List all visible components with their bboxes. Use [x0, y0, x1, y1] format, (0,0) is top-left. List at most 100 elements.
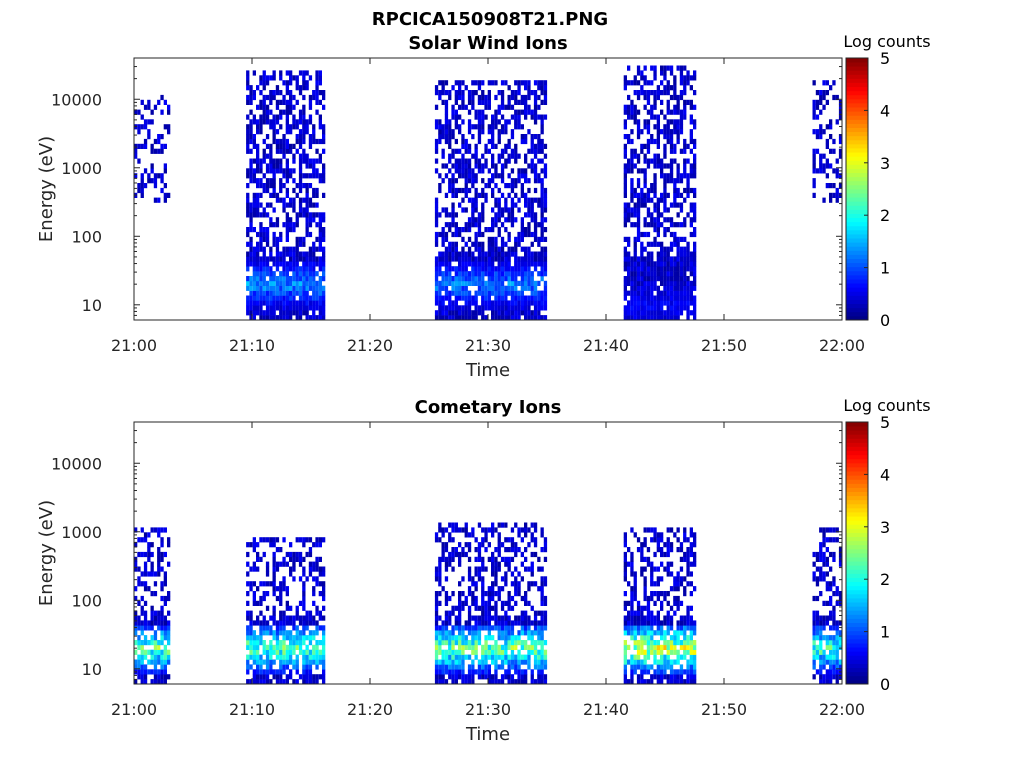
heatmap-cell	[822, 532, 826, 538]
heatmap-cell	[633, 586, 637, 592]
heatmap-cell	[679, 576, 684, 582]
heatmap-cell	[640, 75, 644, 81]
heatmap-cell	[451, 153, 455, 159]
heatmap-cell	[302, 158, 306, 164]
heatmap-cell	[643, 90, 647, 96]
heatmap-cell	[510, 310, 515, 316]
heatmap-cell	[497, 285, 501, 291]
heatmap-cell	[533, 90, 538, 96]
heatmap-cell	[500, 168, 505, 174]
colorbar-segment	[846, 238, 868, 243]
heatmap-cell	[507, 290, 511, 296]
heatmap-cell	[295, 310, 299, 316]
heatmap-cell	[487, 178, 491, 184]
heatmap-cell	[163, 664, 167, 670]
heatmap-cell	[640, 664, 644, 670]
heatmap-cell	[543, 173, 548, 179]
heatmap-cell	[686, 192, 690, 198]
heatmap-cell	[471, 222, 475, 228]
heatmap-cell	[627, 202, 631, 208]
heatmap-cell	[491, 163, 495, 169]
heatmap-cell	[679, 669, 684, 675]
heatmap-cell	[524, 276, 528, 282]
heatmap-cell	[673, 276, 677, 282]
heatmap-cell	[298, 266, 303, 272]
heatmap-cell	[474, 640, 478, 646]
heatmap-cell	[481, 119, 485, 125]
heatmap-cell	[633, 80, 637, 86]
heatmap-cell	[537, 300, 541, 306]
heatmap-cell	[454, 674, 458, 680]
heatmap-cell	[663, 217, 667, 223]
heatmap-cell	[623, 649, 627, 655]
heatmap-cell	[686, 158, 690, 164]
heatmap-cell	[163, 183, 167, 189]
heatmap-cell	[491, 187, 495, 194]
heatmap-cell	[683, 148, 687, 154]
heatmap-cell	[438, 295, 442, 301]
heatmap-cell	[504, 537, 508, 543]
heatmap-cell	[147, 586, 151, 592]
heatmap-cell	[474, 124, 478, 130]
heatmap-cell	[279, 586, 283, 592]
heatmap-cell	[825, 586, 829, 592]
heatmap-cell	[302, 271, 306, 277]
heatmap-cell	[246, 256, 250, 262]
heatmap-cell	[461, 266, 465, 272]
heatmap-cell	[246, 664, 250, 670]
heatmap-cell	[510, 94, 515, 101]
heatmap-cell	[627, 600, 631, 606]
heatmap-cell	[160, 664, 164, 670]
heatmap-cell	[285, 114, 289, 120]
heatmap-cell	[285, 654, 289, 660]
heatmap-cell	[527, 581, 531, 587]
heatmap-cell	[491, 551, 495, 558]
heatmap-cell	[510, 285, 515, 291]
heatmap-cell	[147, 551, 151, 558]
heatmap-cell	[448, 168, 452, 174]
heatmap-cell	[477, 217, 482, 223]
heatmap-cell	[693, 295, 697, 301]
heatmap-cell	[285, 109, 289, 115]
heatmap-cell	[643, 635, 647, 641]
heatmap-cell	[438, 527, 442, 533]
heatmap-cell	[157, 551, 161, 558]
heatmap-cell	[530, 522, 534, 528]
heatmap-cell	[262, 114, 266, 120]
heatmap-cell	[500, 542, 505, 548]
heatmap-cell	[252, 654, 256, 660]
heatmap-cell	[825, 173, 829, 179]
heatmap-cell	[500, 129, 505, 135]
heatmap-cell	[160, 679, 164, 685]
heatmap-cell	[686, 241, 690, 247]
heatmap-cell	[646, 620, 651, 626]
heatmap-cell	[540, 295, 544, 301]
heatmap-cell	[623, 80, 627, 86]
heatmap-cell	[434, 315, 439, 321]
heatmap-cell	[543, 99, 548, 105]
heatmap-cell	[656, 202, 660, 208]
heatmap-cell	[822, 94, 826, 101]
heatmap-cell	[812, 654, 816, 660]
heatmap-cell	[157, 640, 161, 646]
heatmap-cell	[150, 635, 154, 641]
heatmap-cell	[262, 276, 266, 282]
heatmap-cell	[252, 143, 256, 149]
heatmap-cell	[298, 90, 303, 96]
heatmap-cell	[464, 104, 468, 110]
heatmap-cell	[630, 571, 634, 577]
heatmap-cell	[451, 625, 455, 631]
heatmap-cell	[491, 659, 495, 665]
heatmap-cell	[540, 315, 544, 321]
heatmap-cell	[464, 595, 468, 602]
heatmap-cell	[434, 310, 439, 316]
heatmap-cell	[434, 143, 439, 149]
heatmap-cell	[444, 654, 449, 660]
heatmap-cell	[282, 654, 286, 660]
heatmap-cell	[467, 94, 472, 101]
heatmap-cell	[693, 674, 697, 680]
heatmap-cell	[537, 148, 541, 154]
heatmap-cell	[623, 236, 627, 242]
heatmap-cell	[646, 300, 651, 306]
heatmap-cell	[650, 625, 654, 631]
